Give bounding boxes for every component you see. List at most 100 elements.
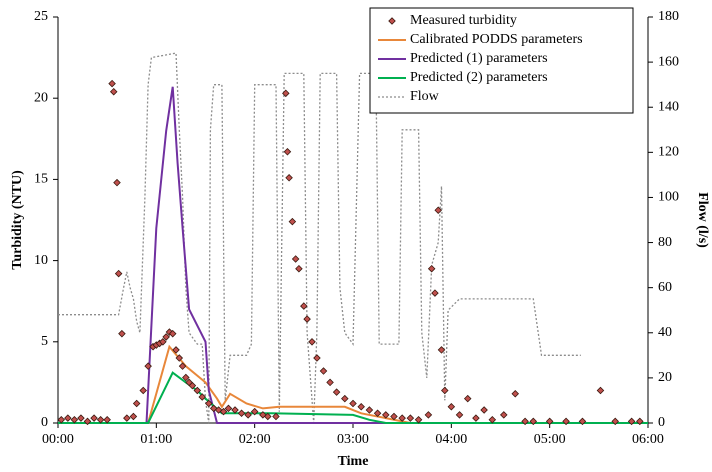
legend-label: Predicted (1) parameters xyxy=(410,51,548,66)
scatter-point xyxy=(237,409,246,418)
x-tick-label: 06:00 xyxy=(632,432,664,447)
scatter-point xyxy=(447,402,456,411)
scatter-point xyxy=(77,414,85,422)
y2-tick-label: 140 xyxy=(658,99,679,114)
scatter-point xyxy=(611,417,619,426)
y2-tick-label: 20 xyxy=(658,370,672,385)
series-line xyxy=(58,86,648,424)
scatter-point xyxy=(172,346,180,354)
y-tick-label: 15 xyxy=(34,172,48,187)
scatter-point xyxy=(529,417,538,426)
scatter-point xyxy=(441,386,449,395)
y2-tick-label: 80 xyxy=(658,235,672,250)
scatter-point xyxy=(288,217,297,226)
scatter-point xyxy=(427,264,436,273)
scatter-point xyxy=(382,411,390,419)
y-tick-label: 20 xyxy=(34,90,48,105)
scatter-point xyxy=(398,414,406,422)
scatter-point xyxy=(596,386,605,395)
scatter-point xyxy=(159,338,167,346)
scatter-point xyxy=(414,415,423,424)
scatter-point xyxy=(244,411,252,419)
scatter-point xyxy=(231,406,239,414)
x-tick-label: 04:00 xyxy=(435,432,467,447)
y2-tick-label: 0 xyxy=(658,415,665,430)
scatter-point xyxy=(300,302,308,310)
scatter-point xyxy=(193,386,202,395)
scatter-point xyxy=(295,264,303,273)
scatter-point xyxy=(480,406,488,414)
scatter-point xyxy=(500,411,508,419)
scatter-point xyxy=(285,174,293,182)
scatter-point xyxy=(205,399,213,408)
scatter-point xyxy=(424,411,433,419)
scatter-point xyxy=(636,417,644,426)
scatter-point xyxy=(178,362,187,370)
scatter-point xyxy=(455,411,464,419)
scatter-point xyxy=(219,407,228,416)
legend-label: Calibrated PODDS parameters xyxy=(410,32,583,47)
scatter-point xyxy=(139,386,147,395)
scatter-point xyxy=(168,329,177,338)
scatter-point xyxy=(313,354,321,362)
x-tick-label: 02:00 xyxy=(239,432,271,447)
scatter-point xyxy=(118,329,126,338)
y-axis-title: Turbidity (NTU) xyxy=(10,170,25,270)
scatter-point xyxy=(90,414,98,422)
scatter-point xyxy=(57,415,66,424)
y2-tick-label: 100 xyxy=(658,190,679,205)
scatter-point xyxy=(332,388,341,396)
scatter-point xyxy=(264,412,272,421)
series-line xyxy=(58,52,581,424)
y-tick-label: 0 xyxy=(41,415,48,430)
scatter-point xyxy=(373,409,382,418)
y2-tick-label: 120 xyxy=(658,145,679,160)
scatter-point xyxy=(113,178,121,187)
x-tick-label: 03:00 xyxy=(337,432,369,447)
scatter-point xyxy=(319,367,328,375)
y2-tick-label: 180 xyxy=(658,9,679,24)
scatter-point xyxy=(308,338,316,346)
scatter-point xyxy=(132,399,141,408)
x-tick-label: 05:00 xyxy=(534,432,566,447)
scatter-point xyxy=(70,415,79,424)
scatter-point xyxy=(162,333,170,341)
scatter-point xyxy=(182,373,190,382)
scatter-point xyxy=(224,404,233,413)
legend-marker xyxy=(388,17,396,25)
x-tick-label: 00:00 xyxy=(42,432,74,447)
scatter-point xyxy=(545,417,554,426)
scatter-point xyxy=(282,89,290,98)
scatter-point xyxy=(488,415,497,424)
scatter-point xyxy=(114,269,123,278)
scatter-point xyxy=(64,414,72,422)
y2-tick-label: 40 xyxy=(658,325,672,340)
scatter-point xyxy=(175,354,184,362)
scatter-point xyxy=(349,399,357,408)
scatter-point xyxy=(434,206,442,215)
y2-axis-title: Flow (l/s) xyxy=(695,192,710,248)
scatter-point xyxy=(521,417,529,426)
x-axis-title: Time xyxy=(338,454,369,469)
y2-tick-label: 60 xyxy=(658,280,672,295)
y-tick-label: 10 xyxy=(34,253,48,268)
scatter-point xyxy=(96,415,105,424)
scatter-point xyxy=(562,417,570,426)
scatter-point xyxy=(283,148,292,156)
scatter-point xyxy=(437,346,446,354)
legend-box xyxy=(369,7,634,114)
scatter-point xyxy=(250,407,259,416)
scatter-point xyxy=(129,412,138,421)
scatter-point xyxy=(214,406,223,414)
y-tick-label: 5 xyxy=(41,334,48,349)
y-tick-label: 25 xyxy=(34,9,48,24)
scatter-point xyxy=(326,378,334,387)
scatter-point xyxy=(144,362,152,370)
scatter-point xyxy=(431,289,439,297)
scatter-point xyxy=(83,417,92,426)
scatter-point xyxy=(108,79,116,88)
legend-label: Flow xyxy=(410,89,440,104)
legend-label: Predicted (2) parameters xyxy=(410,70,548,85)
